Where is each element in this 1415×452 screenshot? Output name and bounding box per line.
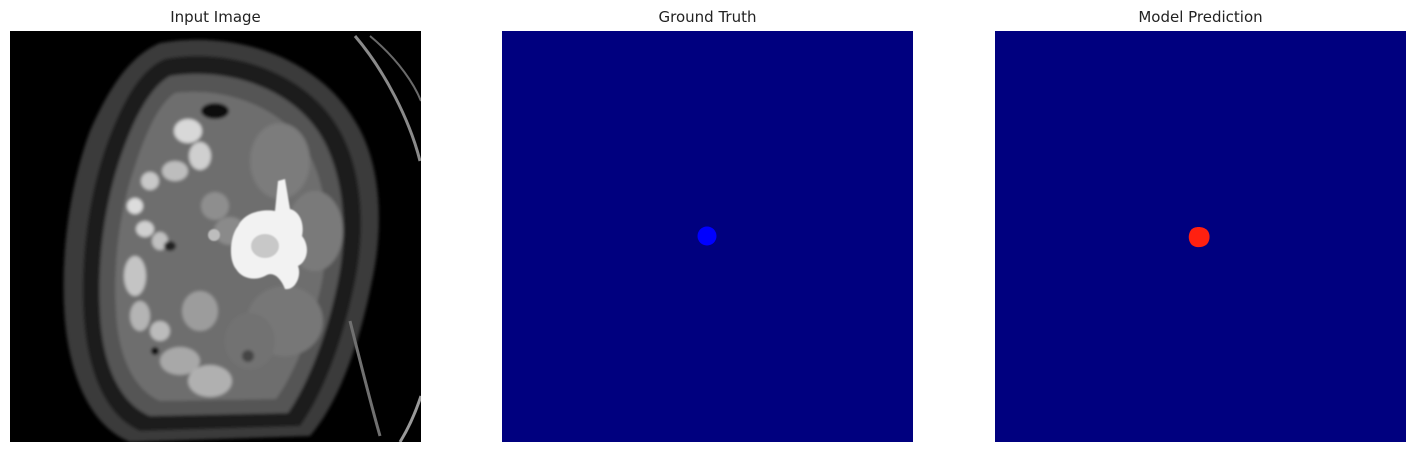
prediction-lesion: [1188, 227, 1210, 248]
input-image-panel: Input Image: [10, 0, 421, 452]
input-image-title: Input Image: [170, 8, 261, 26]
model-prediction-panel: Model Prediction: [995, 0, 1406, 452]
model-prediction-mask: [995, 31, 1406, 442]
ground-truth-lesion: [697, 226, 717, 246]
model-prediction-title: Model Prediction: [1138, 8, 1263, 26]
ct-scan-image: [10, 31, 421, 442]
ground-truth-mask: [502, 31, 913, 442]
ground-truth-title: Ground Truth: [658, 8, 757, 26]
ground-truth-panel: Ground Truth: [502, 0, 913, 452]
